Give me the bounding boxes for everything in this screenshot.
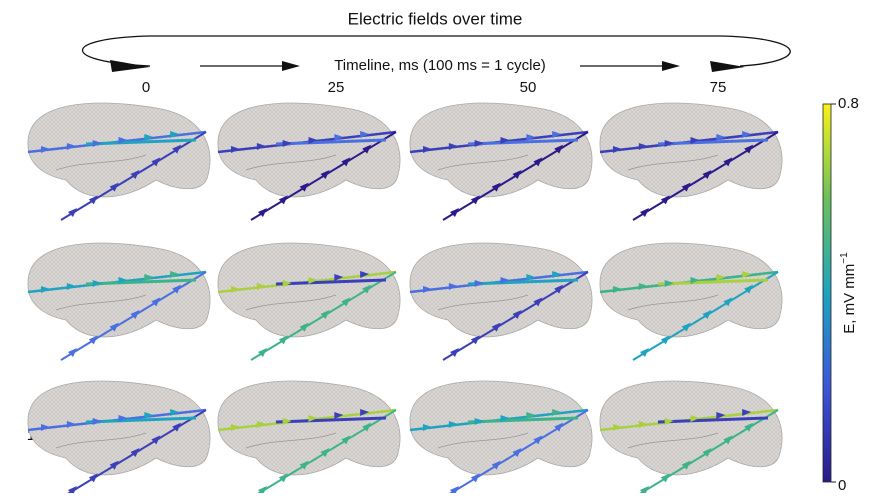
column-label: 25	[328, 79, 345, 96]
colorbar	[823, 104, 831, 482]
figure: Electric fields over time Timeline, ms (…	[0, 0, 869, 493]
arrow-head	[110, 60, 150, 72]
arrow-head	[662, 61, 680, 71]
label-exponent: −1	[839, 252, 850, 264]
column-label: 0	[142, 79, 150, 96]
label-text: E, mV mm	[841, 264, 858, 334]
colorbar-tick-label: 0.8	[838, 95, 859, 112]
colorbar-tick-label: 0	[838, 477, 846, 493]
arrow-head	[710, 61, 745, 72]
timeline-label: Timeline, ms (100 ms = 1 cycle)	[334, 57, 546, 74]
column-label: 50	[520, 79, 537, 96]
column-label: 75	[710, 79, 727, 96]
colorbar-label: E, mV mm−1	[839, 252, 858, 334]
title: Electric fields over time	[348, 9, 523, 28]
arrow-head	[282, 61, 300, 71]
